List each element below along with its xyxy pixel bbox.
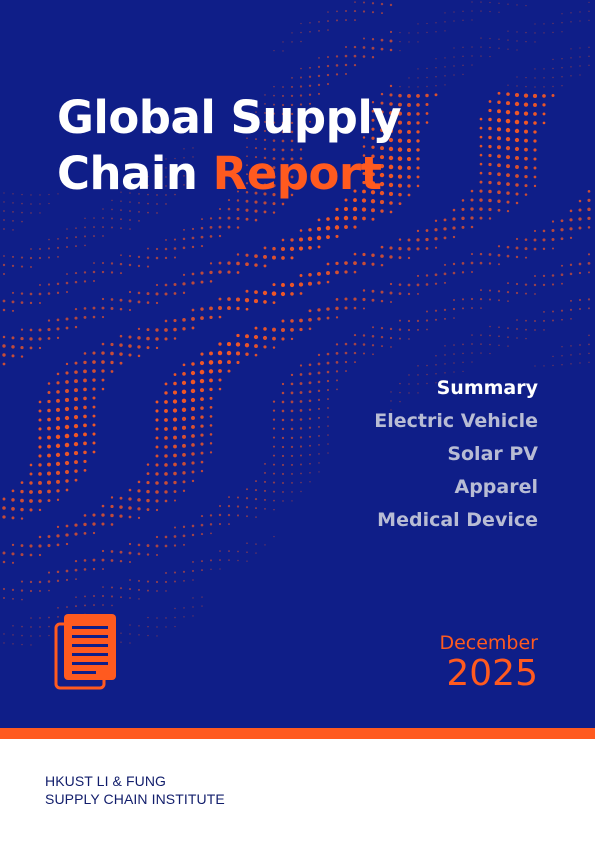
contents-list: Summary Electric Vehicle Solar PV Appare…	[374, 372, 538, 537]
title-line-2: Chain	[57, 147, 213, 200]
title-line-1: Global Supply	[57, 91, 402, 144]
dot-wave-pattern	[2, 1, 591, 646]
publisher-line-1: HKUST LI & FUNG	[45, 773, 167, 789]
report-date: December 2025	[439, 632, 538, 694]
contents-item-summary[interactable]: Summary	[436, 377, 538, 399]
report-title: Global Supply Chain Report	[57, 90, 402, 202]
report-year: 2025	[446, 653, 538, 694]
publisher-line-2: SUPPLY CHAIN INSTITUTE	[45, 791, 225, 807]
cover-panel: Global Supply Chain Report Summary Elect…	[0, 0, 595, 728]
contents-item-electric-vehicle[interactable]: Electric Vehicle	[374, 410, 538, 432]
accent-stripe	[0, 728, 595, 739]
document-icon	[54, 614, 116, 690]
contents-item-medical-device[interactable]: Medical Device	[377, 509, 538, 531]
publisher-block: HKUST LI & FUNG SUPPLY CHAIN INSTITUTE	[45, 772, 225, 808]
report-month: December	[439, 632, 538, 654]
title-accent: Report	[212, 147, 383, 200]
contents-item-solar-pv[interactable]: Solar PV	[447, 443, 538, 465]
contents-item-apparel[interactable]: Apparel	[454, 476, 539, 498]
